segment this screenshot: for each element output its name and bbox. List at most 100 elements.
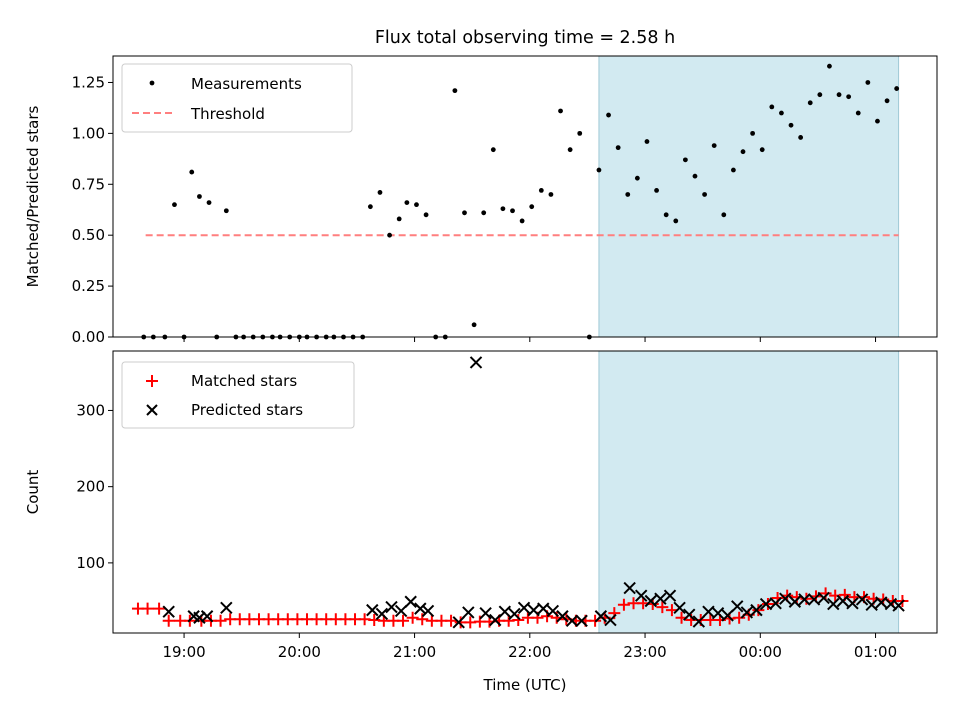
y-tick-label: 1.00 <box>72 124 105 142</box>
predicted-star-point <box>623 581 636 595</box>
measurement-point <box>538 187 544 193</box>
measurement-point <box>606 112 611 118</box>
predicted-star-point <box>683 608 696 621</box>
measurement-point <box>836 92 842 98</box>
measurement-point <box>740 149 746 155</box>
legend-measurement-marker <box>149 80 155 86</box>
predicted-star-point <box>663 589 677 602</box>
legend-matched-marker <box>146 375 158 387</box>
measurement-point <box>490 147 496 153</box>
predicted-star-point <box>452 616 465 629</box>
y-tick-label: 0.50 <box>72 226 105 244</box>
measurement-point <box>769 104 775 110</box>
measurement-point <box>510 208 515 214</box>
predicted-star-point <box>604 613 617 627</box>
predicted-star-point <box>827 597 840 611</box>
plot-frame <box>112 55 938 338</box>
predicted-star-point <box>498 605 512 618</box>
measurement-point <box>692 173 698 179</box>
predicted-star-point <box>404 595 417 608</box>
predicted-star-point <box>692 615 706 628</box>
predicted-star-point <box>865 598 878 612</box>
legend-matched-label: Matched stars <box>191 372 297 390</box>
matched-star-point <box>416 613 429 626</box>
predicted-star-point <box>508 607 521 621</box>
measurement-point <box>682 157 688 163</box>
predicted-star-point <box>750 603 763 617</box>
x-tick-label: 23:00 <box>623 643 666 661</box>
measurement-point <box>711 143 717 148</box>
y-axis-label: Count <box>24 470 42 515</box>
predicted-star-point <box>759 597 773 611</box>
y-tick-label: 0.75 <box>72 175 105 193</box>
plot-frame <box>112 350 938 634</box>
predicted-star-point <box>366 603 379 617</box>
measurement-point <box>855 110 861 116</box>
ratio-panel: 0.00 0.25 0.50 0.75 1.00 1.25 Matched/Predict… <box>24 55 938 346</box>
measurement-point <box>865 80 871 85</box>
measurement-point <box>759 147 765 153</box>
matched-star-point <box>752 604 765 617</box>
predicted-star-point <box>200 610 214 623</box>
matched-star-point <box>153 602 166 615</box>
measurement-point <box>404 200 410 206</box>
measurement-point <box>750 130 756 136</box>
measurement-point <box>423 212 429 218</box>
legend: Matched stars Predicted stars <box>121 361 355 429</box>
matched-star-point <box>656 601 669 614</box>
highlight-span <box>598 56 899 337</box>
matched-star-point <box>162 614 175 627</box>
matched-star-point <box>406 611 419 624</box>
measurement-point <box>721 212 727 218</box>
predicted-star-point <box>892 599 905 612</box>
predicted-star-point <box>721 609 734 622</box>
legend: Measurements Threshold <box>121 63 353 133</box>
measurement-point <box>377 190 383 195</box>
measurement-point <box>387 232 392 238</box>
predicted-star-point <box>537 602 550 615</box>
measurement-point <box>172 202 177 208</box>
x-tick-label: 00:00 <box>739 643 782 661</box>
measurement-point <box>500 206 506 212</box>
measurement-point <box>884 98 890 104</box>
measurement-point <box>462 210 467 216</box>
measurement-point <box>548 192 554 197</box>
predicted-star-point <box>855 593 869 606</box>
predicted-star-point <box>385 600 398 614</box>
predicted-star-point <box>798 593 811 606</box>
matched-star-point <box>761 598 774 611</box>
chart-title: Flux total observing time = 2.58 h <box>375 28 675 48</box>
matched-star-point <box>512 614 525 627</box>
measurement-point <box>846 94 852 100</box>
matched-star-point <box>214 614 227 627</box>
x-tick-label: 22:00 <box>508 643 551 661</box>
predicted-star-point <box>634 589 648 602</box>
predicted-star-point <box>740 606 754 619</box>
predicted-star-point <box>162 605 175 618</box>
measurement-point <box>197 194 202 199</box>
x-tick-label: 19:00 <box>162 643 205 661</box>
predicted-star-point <box>469 356 483 369</box>
measurement-point <box>798 135 804 140</box>
measurement-point <box>663 212 669 218</box>
measurement-point <box>519 218 525 224</box>
predicted-star-point <box>594 610 608 623</box>
measurement-point <box>615 145 621 151</box>
predicted-star-point <box>546 604 560 618</box>
predicted-star-point <box>654 592 667 605</box>
predicted-star-point <box>644 594 658 608</box>
predicted-star-point <box>220 601 233 615</box>
predicted-star-point <box>817 591 830 605</box>
predicted-star-point <box>769 597 782 610</box>
predicted-star-point <box>788 595 802 608</box>
matched-star-point <box>445 614 458 627</box>
measurement-point <box>189 169 195 175</box>
legend-box <box>121 361 355 429</box>
x-tick-label: 01:00 <box>854 643 897 661</box>
y-tick-label: 100 <box>76 554 105 572</box>
measurement-point <box>367 204 373 210</box>
predicted-star-point <box>836 594 850 608</box>
predicted-star-point <box>565 614 579 628</box>
measurement-point <box>396 216 402 222</box>
measurement-point <box>788 122 794 128</box>
